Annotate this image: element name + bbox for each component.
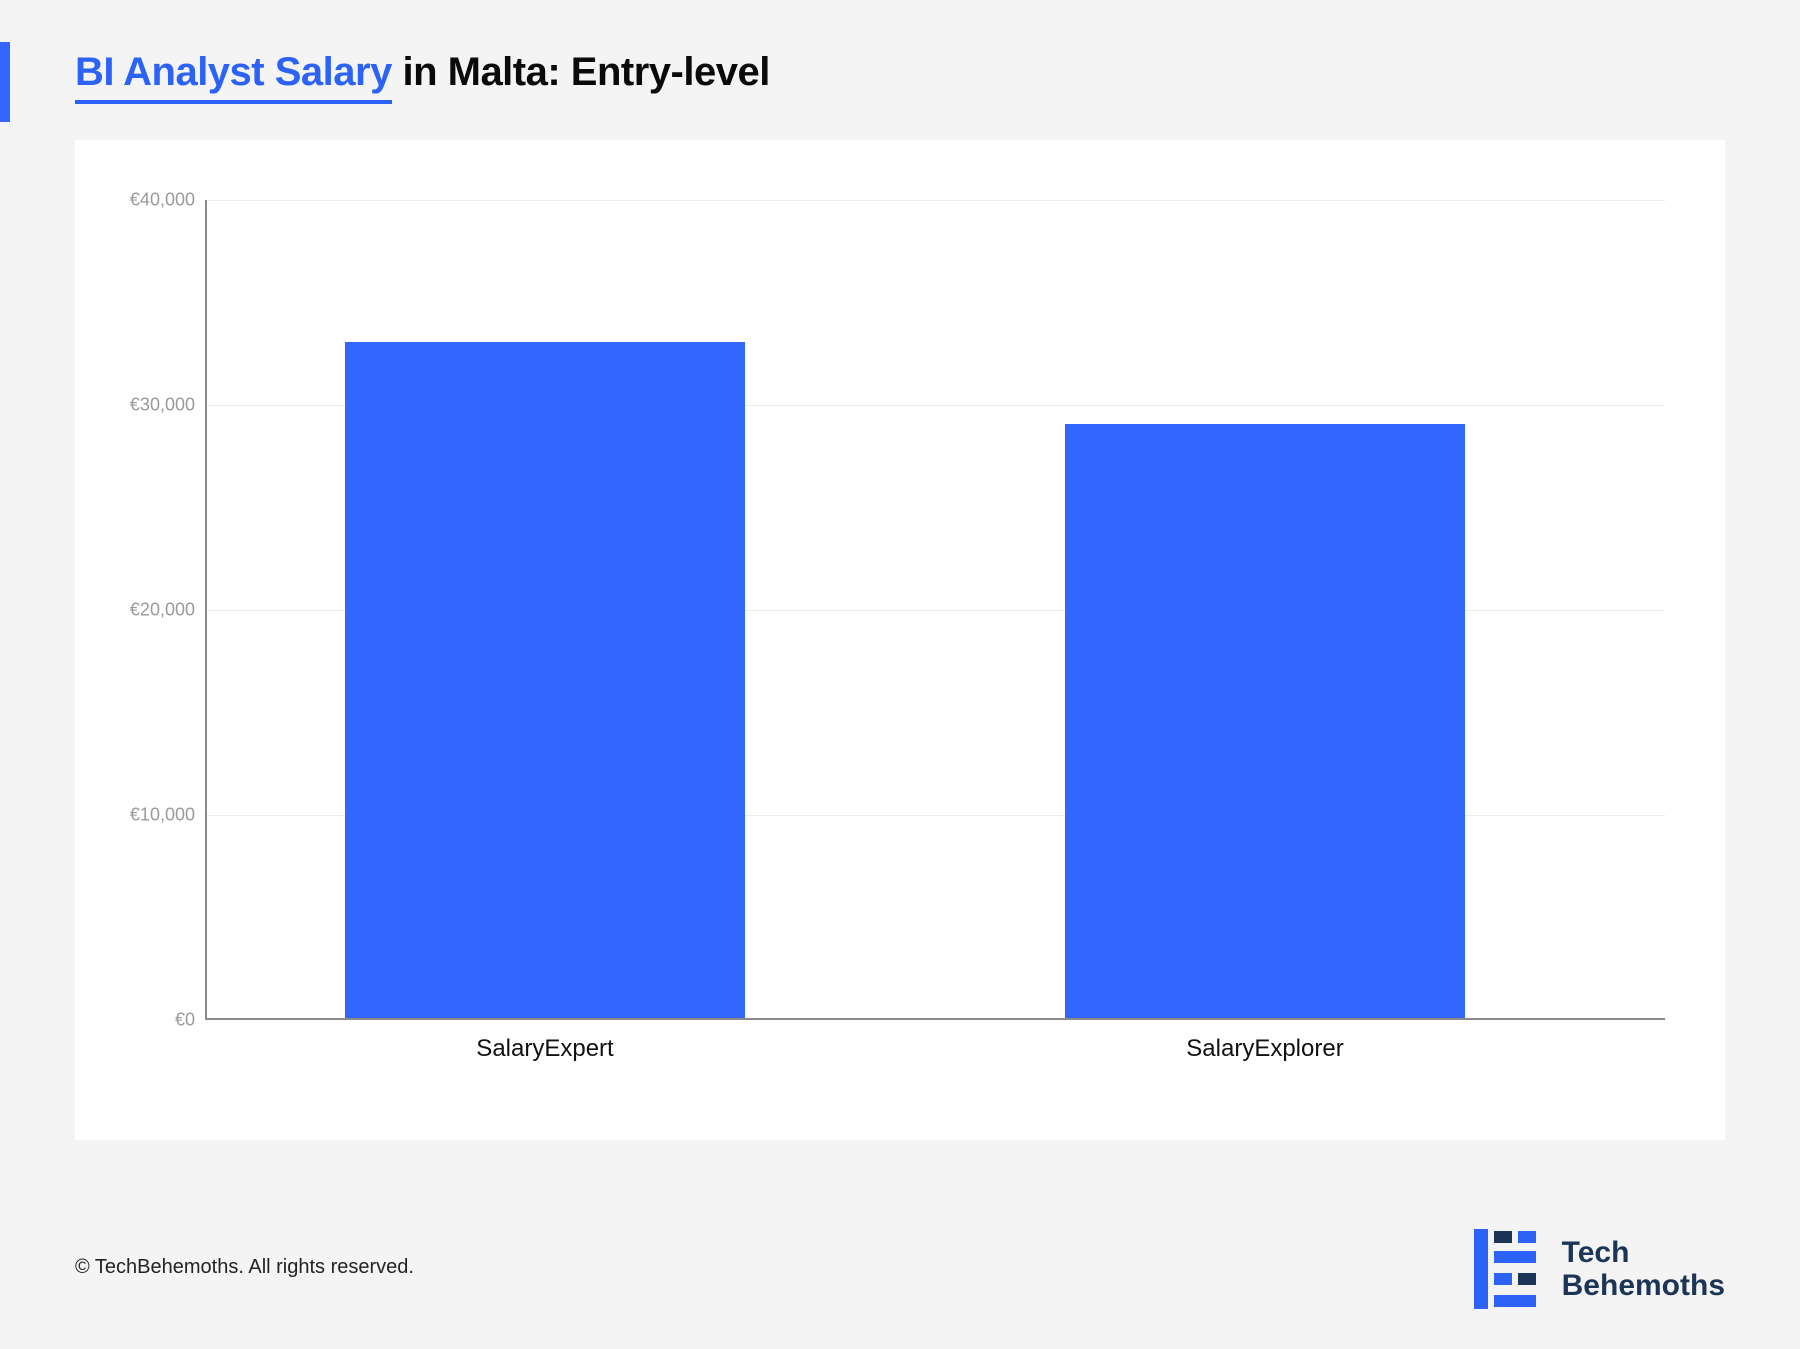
chart-plot-area: €0€10,000€20,000€30,000€40,000SalaryExpe… [205,200,1665,1020]
title-highlight: BI Analyst Salary [75,50,392,104]
chart-card: €0 €10,000 €20,000 €30,000 €40,000 SalaryExpe… [75,140,1725,1140]
brand-name: Tech Behemoths [1562,1236,1725,1302]
bar [1065,424,1465,1019]
y-tick-label: €20,000 [75,600,195,621]
page-title: BI Analyst Salary in Malta: Entry-level [75,50,770,95]
y-tick-label: €10,000 [75,805,195,826]
title-rest: in Malta: Entry-level [392,50,770,94]
bar [345,342,745,1019]
y-tick-label: €40,000 [75,190,195,211]
brand-logo-icon [1474,1229,1544,1309]
gridline [207,200,1665,201]
accent-bar [0,42,10,122]
brand-line2: Behemoths [1562,1269,1725,1302]
x-tick-label: SalaryExpert [476,1035,613,1063]
y-tick-label: €30,000 [75,395,195,416]
brand-line1: Tech [1562,1236,1725,1269]
brand: Tech Behemoths [1474,1229,1725,1309]
x-tick-label: SalaryExplorer [1186,1035,1343,1063]
x-axis [205,1018,1665,1020]
copyright-text: © TechBehemoths. All rights reserved. [75,1256,414,1279]
y-tick-label: €0 [75,1010,195,1031]
